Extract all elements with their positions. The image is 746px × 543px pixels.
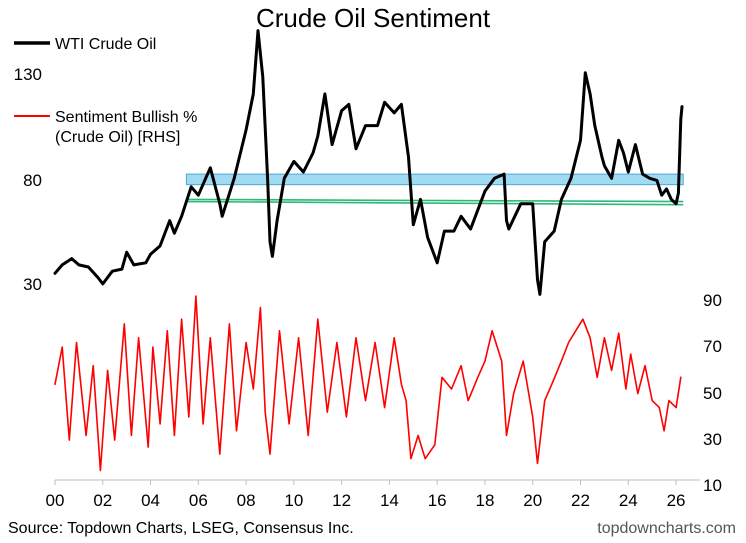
x-tick-label-00: 00 [46,491,65,510]
right-axis-tick-90: 90 [703,291,722,310]
legend-label-sentiment-line1: Sentiment Bullish % [55,109,197,126]
x-tick-label-04: 04 [141,491,160,510]
x-tick-label-08: 08 [237,491,256,510]
x-tick-label-18: 18 [476,491,495,510]
left-axis-tick-130: 130 [14,65,42,84]
right-axis-tick-50: 50 [703,384,722,403]
x-tick-label-02: 02 [93,491,112,510]
x-tick-label-10: 10 [284,491,303,510]
chart-title: Crude Oil Sentiment [256,3,491,33]
series-line-wti [53,29,684,296]
series-layer [53,29,684,472]
x-tick-label-12: 12 [332,491,351,510]
left-axis-tick-80: 80 [23,171,42,190]
x-tick-label-14: 14 [380,491,399,510]
x-tick-label-06: 06 [189,491,208,510]
x-tick-label-22: 22 [571,491,590,510]
left-axis-tick-30: 30 [23,275,42,294]
series-line-sentiment [54,295,682,472]
right-axis-tick-10: 10 [703,476,722,495]
annotations [185,173,684,206]
right-axis-tick-70: 70 [703,337,722,356]
watermark: topdowncharts.com [597,520,736,537]
x-tick-label-16: 16 [428,491,447,510]
x-tick-label-20: 20 [523,491,542,510]
legend-label-sentiment-line2: (Crude Oil) [RHS] [55,129,180,146]
right-axis-tick-30: 30 [703,430,722,449]
legend-label-wti: WTI Crude Oil [55,36,156,53]
resistance-band [185,173,684,186]
source-note: Source: Topdown Charts, LSEG, Consensus … [8,520,354,537]
x-axis-ticks: 00 02 04 06 08 10 12 14 16 18 20 22 24 26 [46,480,686,510]
x-tick-label-24: 24 [619,491,638,510]
x-tick-label-26: 26 [667,491,686,510]
